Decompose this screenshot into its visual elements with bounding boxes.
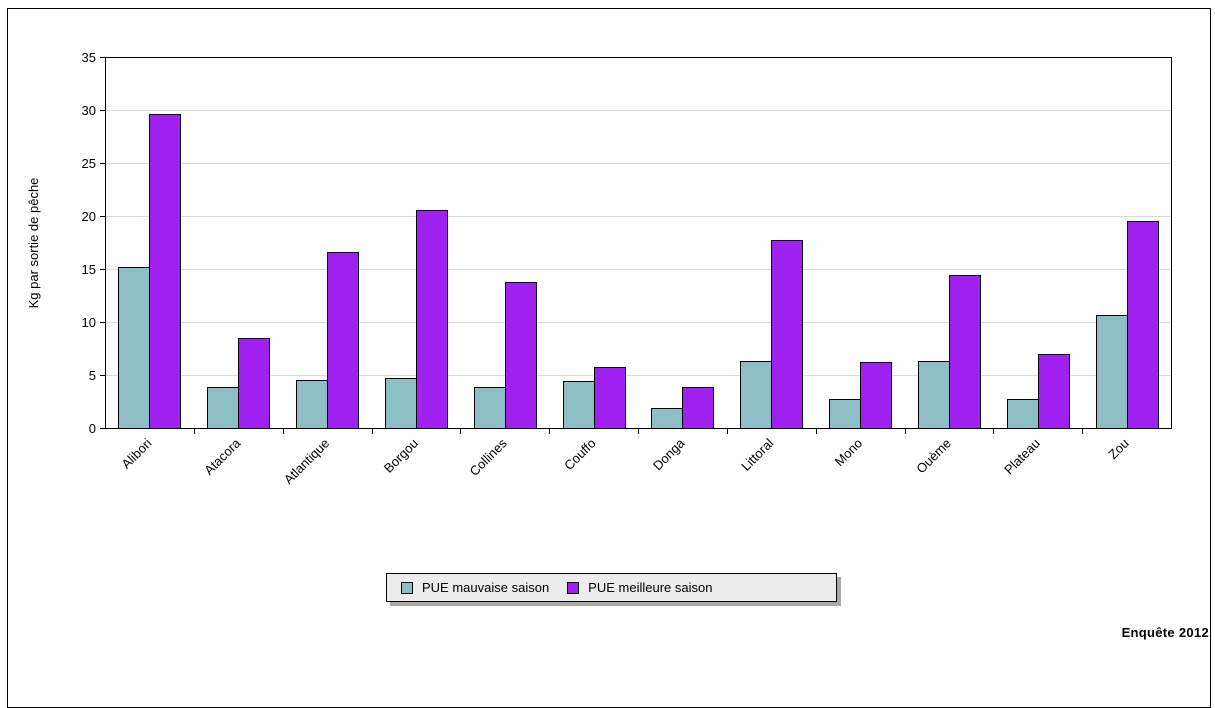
bar-mauvaise: [118, 267, 150, 429]
legend-label-meilleure: PUE meilleure saison: [588, 580, 713, 595]
x-tick-label: Ouème: [913, 436, 954, 477]
x-tick-label: Littoral: [738, 435, 776, 473]
y-tick-label: 20: [82, 209, 96, 224]
x-tick-label: Couffo: [561, 436, 599, 474]
x-tick-label: Borgou: [381, 436, 421, 476]
credit-text: Enquête 2012: [1121, 625, 1209, 640]
y-axis-label: Kg par sortie de pêche: [26, 178, 41, 309]
x-tick-label: Alibori: [118, 435, 154, 471]
bar-meilleure: [327, 252, 359, 429]
grid-lines: [105, 110, 1171, 376]
bar-mauvaise: [740, 361, 772, 429]
bar-meilleure: [771, 240, 803, 429]
x-tick-label: Mono: [832, 436, 866, 470]
bar-mauvaise: [1007, 399, 1039, 429]
bars: [118, 114, 1159, 429]
bar-meilleure: [416, 210, 448, 429]
bar-meilleure: [149, 114, 181, 429]
bar-meilleure: [1038, 354, 1070, 429]
y-tick-label: 5: [89, 368, 96, 383]
x-tick-label: Zou: [1105, 436, 1131, 462]
bar-mauvaise: [918, 361, 950, 429]
bar-meilleure: [949, 275, 981, 429]
bar-meilleure: [238, 338, 270, 429]
y-tick-label: 30: [82, 103, 96, 118]
y-tick-label: 0: [89, 421, 96, 436]
bar-mauvaise: [296, 380, 328, 429]
x-tick-label: Atlantique: [281, 436, 332, 487]
bar-meilleure: [1127, 221, 1159, 429]
bar-chart: 0 5 10 15 20 25 30 35 Alibori Atacora Atlantique B…: [26, 50, 1172, 487]
x-tick-label: Plateau: [1001, 436, 1043, 478]
bar-mauvaise: [385, 378, 417, 429]
y-tick-label: 15: [82, 262, 96, 277]
x-tick-label: Collines: [467, 435, 511, 479]
legend-swatch-meilleure: [567, 581, 580, 594]
bar-mauvaise: [651, 408, 683, 429]
legend-label-mauvaise: PUE mauvaise saison: [422, 580, 550, 595]
legend: PUE mauvaise saison PUE meilleure saison: [386, 573, 837, 602]
y-tick-label: 10: [82, 315, 96, 330]
bar-mauvaise: [474, 387, 506, 429]
bar-meilleure: [505, 282, 537, 429]
bar-meilleure: [682, 387, 714, 429]
x-axis: Alibori Atacora Atlantique Borgou Collines Co…: [118, 428, 1132, 487]
legend-item-meilleure: PUE meilleure saison: [567, 580, 712, 595]
bar-mauvaise: [829, 399, 861, 429]
bar-mauvaise: [563, 381, 595, 429]
bar-meilleure: [594, 367, 626, 429]
y-axis: 0 5 10 15 20 25 30 35: [82, 50, 105, 436]
y-tick-label: 35: [82, 50, 96, 65]
y-tick-label: 25: [82, 156, 96, 171]
x-tick-label: Donga: [650, 435, 688, 473]
bar-meilleure: [860, 362, 892, 429]
bar-mauvaise: [207, 387, 239, 429]
bar-mauvaise: [1096, 315, 1128, 429]
legend-item-mauvaise: PUE mauvaise saison: [401, 580, 549, 595]
legend-swatch-mauvaise: [401, 581, 413, 594]
x-tick-label: Atacora: [201, 435, 244, 478]
